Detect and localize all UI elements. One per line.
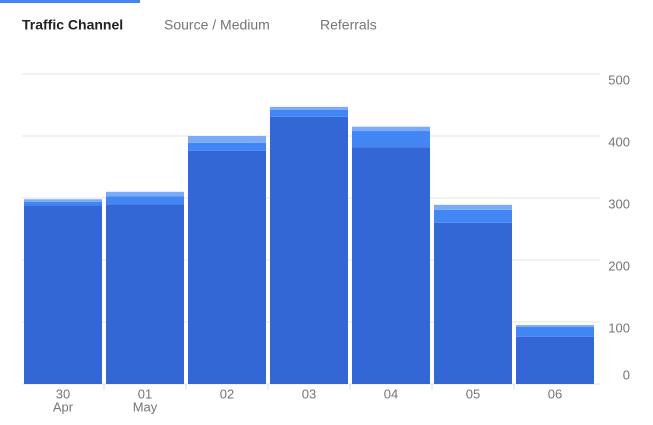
bar-segment [352,147,430,384]
bar-segment [188,150,266,384]
bar-segment [516,336,594,384]
y-tick-label: 400 [608,134,630,149]
bar-segment [516,325,594,327]
bar-segment [24,201,102,206]
x-tick-sublabel: Apr [53,399,74,414]
x-tick-label: 02 [220,386,234,401]
y-tick-label: 300 [608,196,630,211]
bar-segment [352,131,430,148]
active-tab-indicator [0,0,140,3]
y-tick-label: 500 [608,72,630,87]
bar-segment [434,209,512,223]
bar-segment [24,205,102,384]
x-tick-label: 06 [548,386,562,401]
bar-segment [516,326,594,337]
bar-segment [188,142,266,151]
tab[interactable]: Referrals [320,17,377,33]
x-tick-label: 03 [302,386,316,401]
y-tick-label: 100 [608,320,630,335]
bar-segment [270,109,348,117]
bar-segment [24,199,102,202]
bar-segment [106,204,184,384]
y-tick-label: 0 [623,367,630,382]
y-tick-label: 200 [608,258,630,273]
bar-segment [106,196,184,205]
bar-segment [270,116,348,384]
tab[interactable]: Traffic Channel [22,17,123,33]
tab[interactable]: Source / Medium [164,17,270,33]
bar-segment [270,106,348,110]
x-tick-sublabel: May [133,399,158,414]
bar-segment [352,126,430,132]
bar-segment [106,191,184,197]
bar-segment [434,222,512,384]
bar-segment [188,136,266,143]
bar-segment [434,204,512,210]
x-tick-label: 01 [138,386,152,401]
x-tick-label: 05 [466,386,480,401]
x-tick-label: 30 [56,386,70,401]
x-tick-label: 04 [384,386,398,401]
